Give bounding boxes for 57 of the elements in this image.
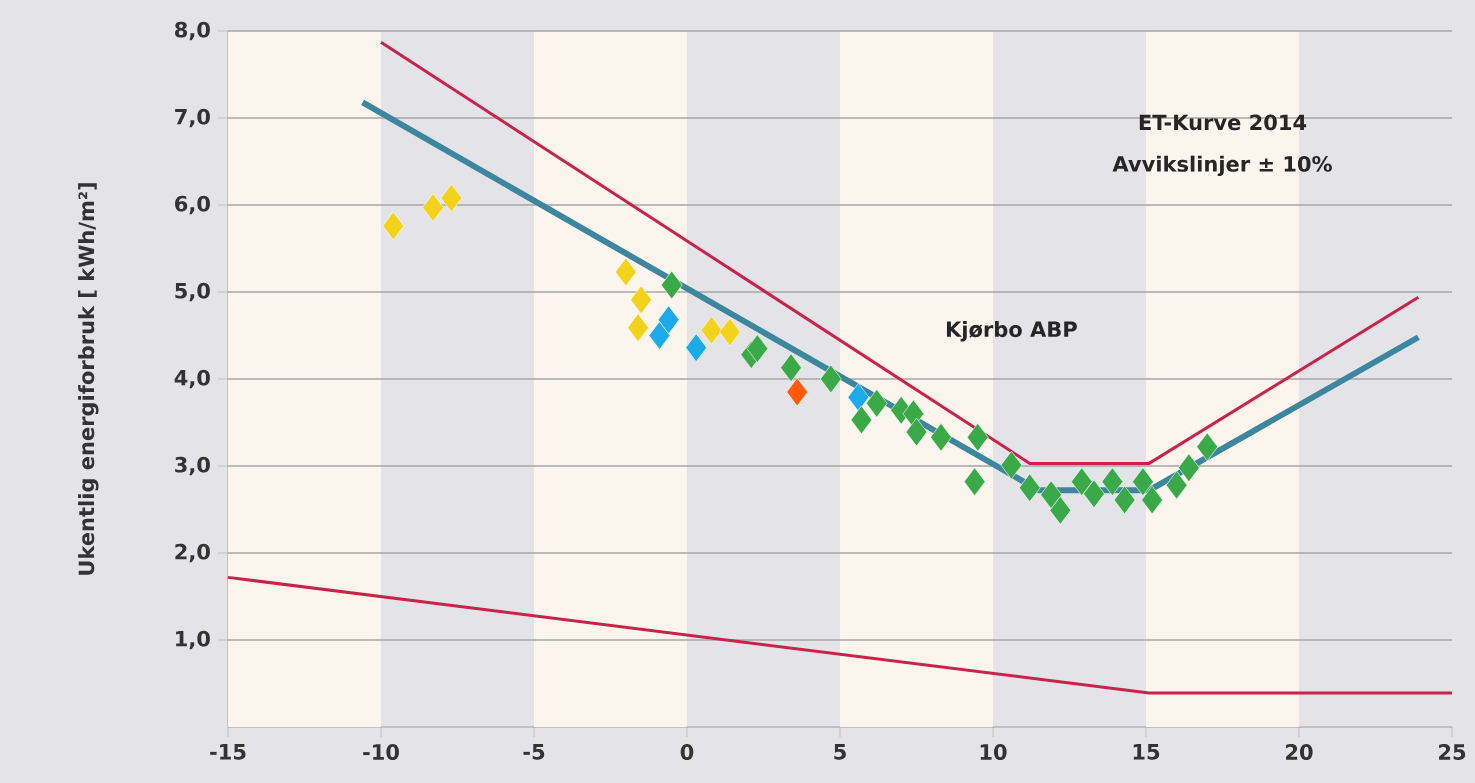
point	[746, 334, 769, 363]
annotation: Kjørbo ABP	[946, 320, 1077, 342]
point	[615, 257, 637, 287]
annotation: Avvikslinjer ± 10%	[1112, 155, 1332, 177]
y-tick-label: 7,0	[175, 108, 210, 128]
point	[1000, 450, 1023, 480]
point	[850, 405, 873, 435]
point	[1018, 473, 1041, 503]
point	[1049, 496, 1072, 525]
y-tick-label: 2,0	[175, 543, 210, 563]
point	[966, 422, 989, 452]
point	[660, 270, 683, 300]
point	[1132, 467, 1154, 496]
x-tick-label: 20	[1286, 744, 1313, 760]
point	[422, 193, 444, 222]
point	[1196, 432, 1219, 462]
y-tick-label: 5,0	[175, 282, 210, 302]
x-tick-label: 25	[1439, 744, 1466, 760]
point	[930, 422, 952, 452]
point	[627, 313, 649, 342]
point	[786, 377, 808, 407]
x-tick-label: 0	[680, 744, 694, 760]
point	[700, 315, 723, 345]
point	[1070, 467, 1093, 496]
point	[1178, 453, 1200, 483]
x-tick-label: 10	[980, 744, 1007, 760]
point	[1141, 485, 1163, 515]
point	[1113, 485, 1136, 515]
point	[648, 321, 671, 350]
point	[847, 382, 870, 412]
y-tick-label: 8,0	[175, 21, 210, 41]
point	[1101, 467, 1124, 496]
annotation: ET-Kurve 2014	[1139, 114, 1307, 131]
point	[1165, 470, 1188, 500]
x-tick-label: -10	[363, 744, 399, 760]
point	[905, 417, 928, 447]
x-tick-label: -5	[523, 744, 545, 760]
x-tick-label: 5	[834, 744, 846, 760]
point	[630, 285, 652, 315]
point	[440, 183, 463, 213]
point	[780, 353, 802, 382]
point	[382, 211, 405, 241]
x-tick-label: 15	[1133, 744, 1160, 760]
y-tick-label: 4,0	[174, 369, 210, 389]
y-tick-label: 1,0	[176, 630, 210, 650]
point	[820, 364, 842, 394]
y-tick-label: 3,0	[175, 456, 210, 476]
y-tick-label: 6,0	[175, 195, 210, 215]
y-axis-title: Ukentlig energiforbruk [ kWh/m²]	[78, 183, 99, 575]
point	[657, 305, 680, 335]
x-tick-label: -15	[210, 744, 246, 760]
point	[1040, 480, 1062, 510]
point	[685, 333, 707, 362]
point	[1083, 479, 1105, 509]
point	[963, 467, 986, 496]
point	[865, 389, 888, 418]
point	[719, 317, 741, 347]
